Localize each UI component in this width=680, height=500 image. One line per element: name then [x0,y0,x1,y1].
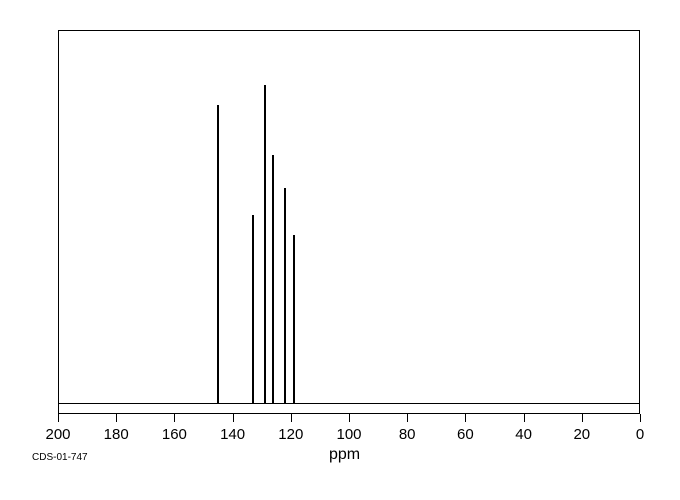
tick-label-100: 100 [336,426,361,443]
tick-label-140: 140 [220,426,245,443]
bottom-text: CDS-01-747 [32,452,88,463]
tick-80 [407,414,408,422]
tick-200 [58,414,59,422]
peak-2 [264,85,266,403]
peak-0 [217,105,219,403]
peak-3 [272,155,274,403]
tick-label-160: 160 [162,426,187,443]
tick-label-0: 0 [636,426,644,443]
tick-40 [524,414,525,422]
tick-label-20: 20 [573,426,590,443]
tick-20 [582,414,583,422]
tick-label-60: 60 [457,426,474,443]
tick-0 [640,414,641,422]
plot-area [58,30,640,414]
tick-180 [116,414,117,422]
tick-140 [233,414,234,422]
tick-160 [174,414,175,422]
tick-label-80: 80 [399,426,416,443]
peak-1 [252,215,254,403]
tick-60 [465,414,466,422]
tick-label-40: 40 [515,426,532,443]
peak-5 [293,235,295,403]
baseline [58,403,640,404]
tick-label-200: 200 [45,426,70,443]
tick-label-180: 180 [104,426,129,443]
tick-120 [291,414,292,422]
tick-label-120: 120 [278,426,303,443]
peak-4 [284,188,286,403]
x-axis-label: ppm [329,446,360,464]
tick-100 [349,414,350,422]
